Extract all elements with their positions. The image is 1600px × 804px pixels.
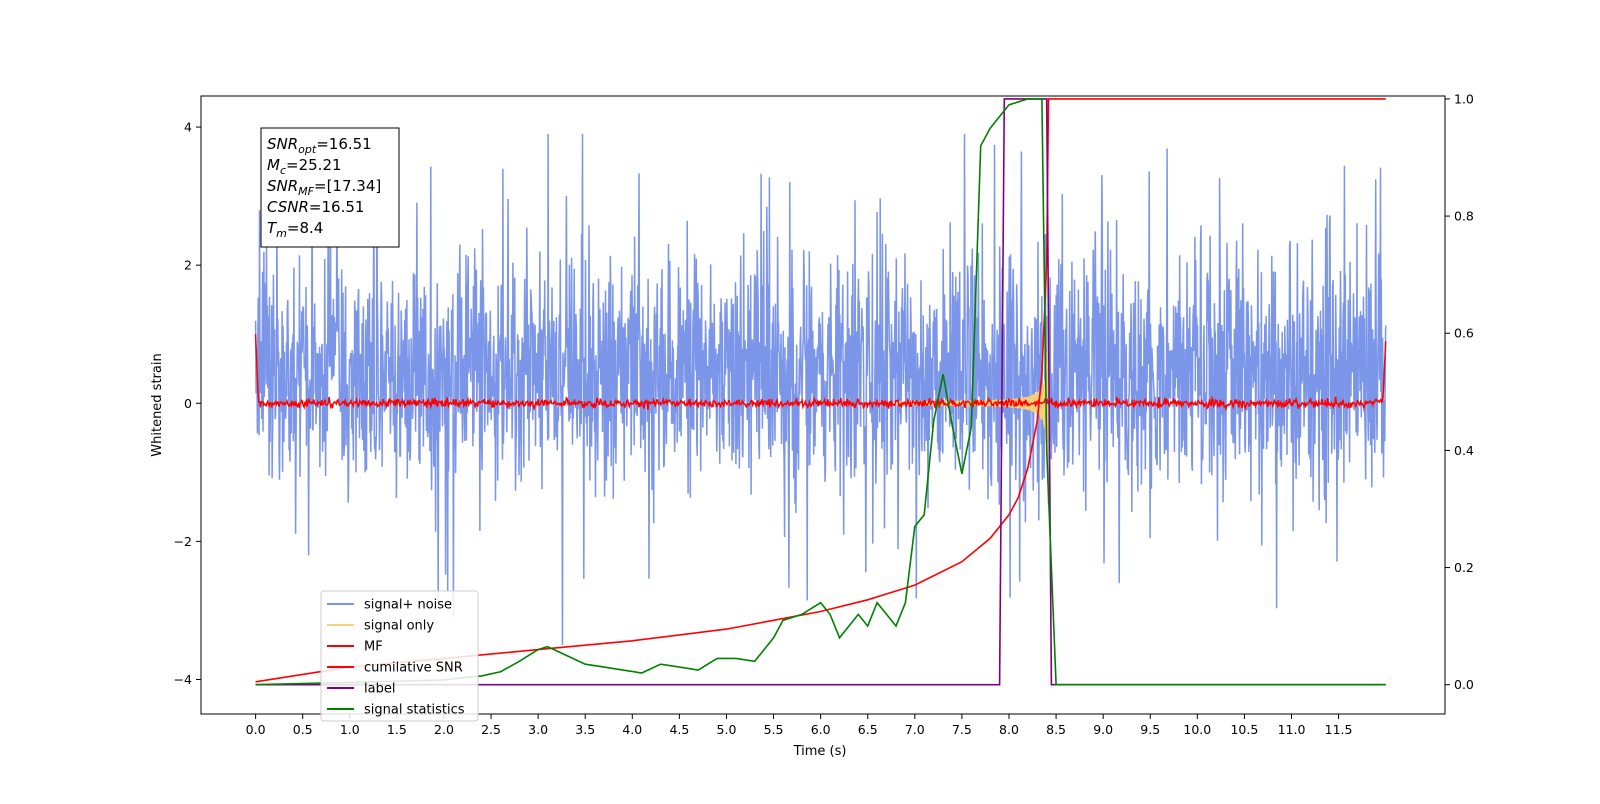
annotation-symbol: M	[267, 156, 280, 174]
y-axis-left: 4 2 0 −2 −4	[174, 120, 201, 687]
y-axis-label: Whitened strain	[150, 353, 165, 456]
annotation-symbol: CSNR	[267, 198, 309, 216]
annotation-value: =8.4	[287, 219, 323, 237]
annotation-line: SNRMF=[17.34]	[267, 177, 381, 198]
y-left-tick-label: 0	[184, 396, 192, 411]
y-right-tick-label: 0.0	[1454, 677, 1474, 692]
legend-entry-label: signal only	[364, 619, 434, 634]
annotation-line: Mc=25.21	[267, 156, 342, 177]
y-left-tick-label: −4	[174, 672, 192, 687]
x-axis: 0.0 0.5 1.0 1.5 2.0 2.5 3.0 3.5 4.0 4.5 5.0 5.5 6.0 6…	[246, 714, 1353, 737]
series-signal-statistics-line	[255, 98, 1386, 686]
x-tick-label: 11.0	[1278, 722, 1306, 737]
x-tick-label: 11.5	[1325, 722, 1353, 737]
y-right-tick-label: 1.0	[1454, 91, 1474, 106]
annotation-subscript: m	[276, 227, 287, 240]
y-right-tick-label: 0.4	[1454, 443, 1474, 458]
legend-entry-label: signal+ noise	[364, 598, 452, 613]
axes-frame	[200, 95, 1446, 715]
x-tick-label: 4.5	[669, 722, 689, 737]
annotation-value: =16.51	[309, 198, 365, 216]
x-tick-label: 6.5	[858, 722, 878, 737]
x-tick-label: 2.0	[434, 722, 454, 737]
x-tick-label: 10.0	[1183, 722, 1211, 737]
x-tick-label: 1.5	[387, 722, 407, 737]
annotation-symbol: SNR	[267, 135, 298, 153]
x-tick-label: 7.0	[905, 722, 925, 737]
x-tick-label: 8.0	[999, 722, 1019, 737]
x-axis-label: Time (s)	[793, 744, 847, 759]
y-left-tick-label: −2	[174, 534, 192, 549]
annotation-value: =[17.34]	[314, 177, 381, 195]
series-signal-noise-line	[254, 133, 1387, 645]
x-tick-label: 5.5	[764, 722, 784, 737]
legend: signal+ noise signal only MF cumilative SNR…	[320, 590, 479, 722]
x-tick-label: 2.5	[481, 722, 501, 737]
series-mf-line	[254, 334, 1387, 412]
y-right-tick-label: 0.8	[1454, 209, 1474, 224]
x-tick-label: 4.0	[622, 722, 642, 737]
legend-entry-label: signal statistics	[364, 703, 465, 718]
x-tick-label: 9.0	[1093, 722, 1113, 737]
x-tick-label: 7.5	[952, 722, 972, 737]
x-tick-label: 10.5	[1230, 722, 1258, 737]
y-left-tick-label: 2	[184, 258, 192, 273]
plot-area	[254, 98, 1387, 686]
stats-annotation-box: SNRopt=16.51Mc=25.21SNRMF=[17.34]CSNR=16…	[260, 127, 400, 248]
annotation-symbol: SNR	[267, 177, 298, 195]
annotation-subscript: c	[280, 164, 286, 177]
x-tick-label: 1.0	[340, 722, 360, 737]
x-tick-label: 3.5	[575, 722, 595, 737]
legend-entry-label: label	[364, 682, 395, 697]
x-tick-label: 6.0	[811, 722, 831, 737]
annotation-subscript: opt	[298, 143, 317, 156]
x-tick-label: 3.0	[528, 722, 548, 737]
y-left-tick-label: 4	[184, 120, 192, 135]
annotation-line: Tm=8.4	[267, 219, 323, 240]
annotation-symbol: T	[267, 219, 278, 237]
y-right-tick-label: 0.6	[1454, 326, 1474, 341]
x-tick-label: 0.0	[246, 722, 266, 737]
y-right-tick-label: 0.2	[1454, 560, 1474, 575]
legend-entry-label: MF	[364, 640, 383, 655]
x-tick-label: 0.5	[293, 722, 313, 737]
y-axis-right: 1.0 0.8 0.6 0.4 0.2 0.0	[1445, 91, 1474, 692]
series-cumulative-snr-line	[255, 98, 1386, 683]
annotation-line: SNRopt=16.51	[267, 135, 372, 156]
annotation-box-frame	[260, 127, 400, 248]
x-tick-label: 5.0	[717, 722, 737, 737]
annotation-value: =16.51	[316, 135, 372, 153]
legend-entry-label: cumilative SNR	[364, 661, 463, 676]
x-tick-label: 9.5	[1140, 722, 1160, 737]
annotation-subscript: MF	[298, 185, 314, 198]
legend-frame	[320, 590, 479, 722]
annotation-value: =25.21	[286, 156, 342, 174]
annotation-line: CSNR=16.51	[267, 198, 364, 216]
x-tick-label: 8.5	[1046, 722, 1066, 737]
